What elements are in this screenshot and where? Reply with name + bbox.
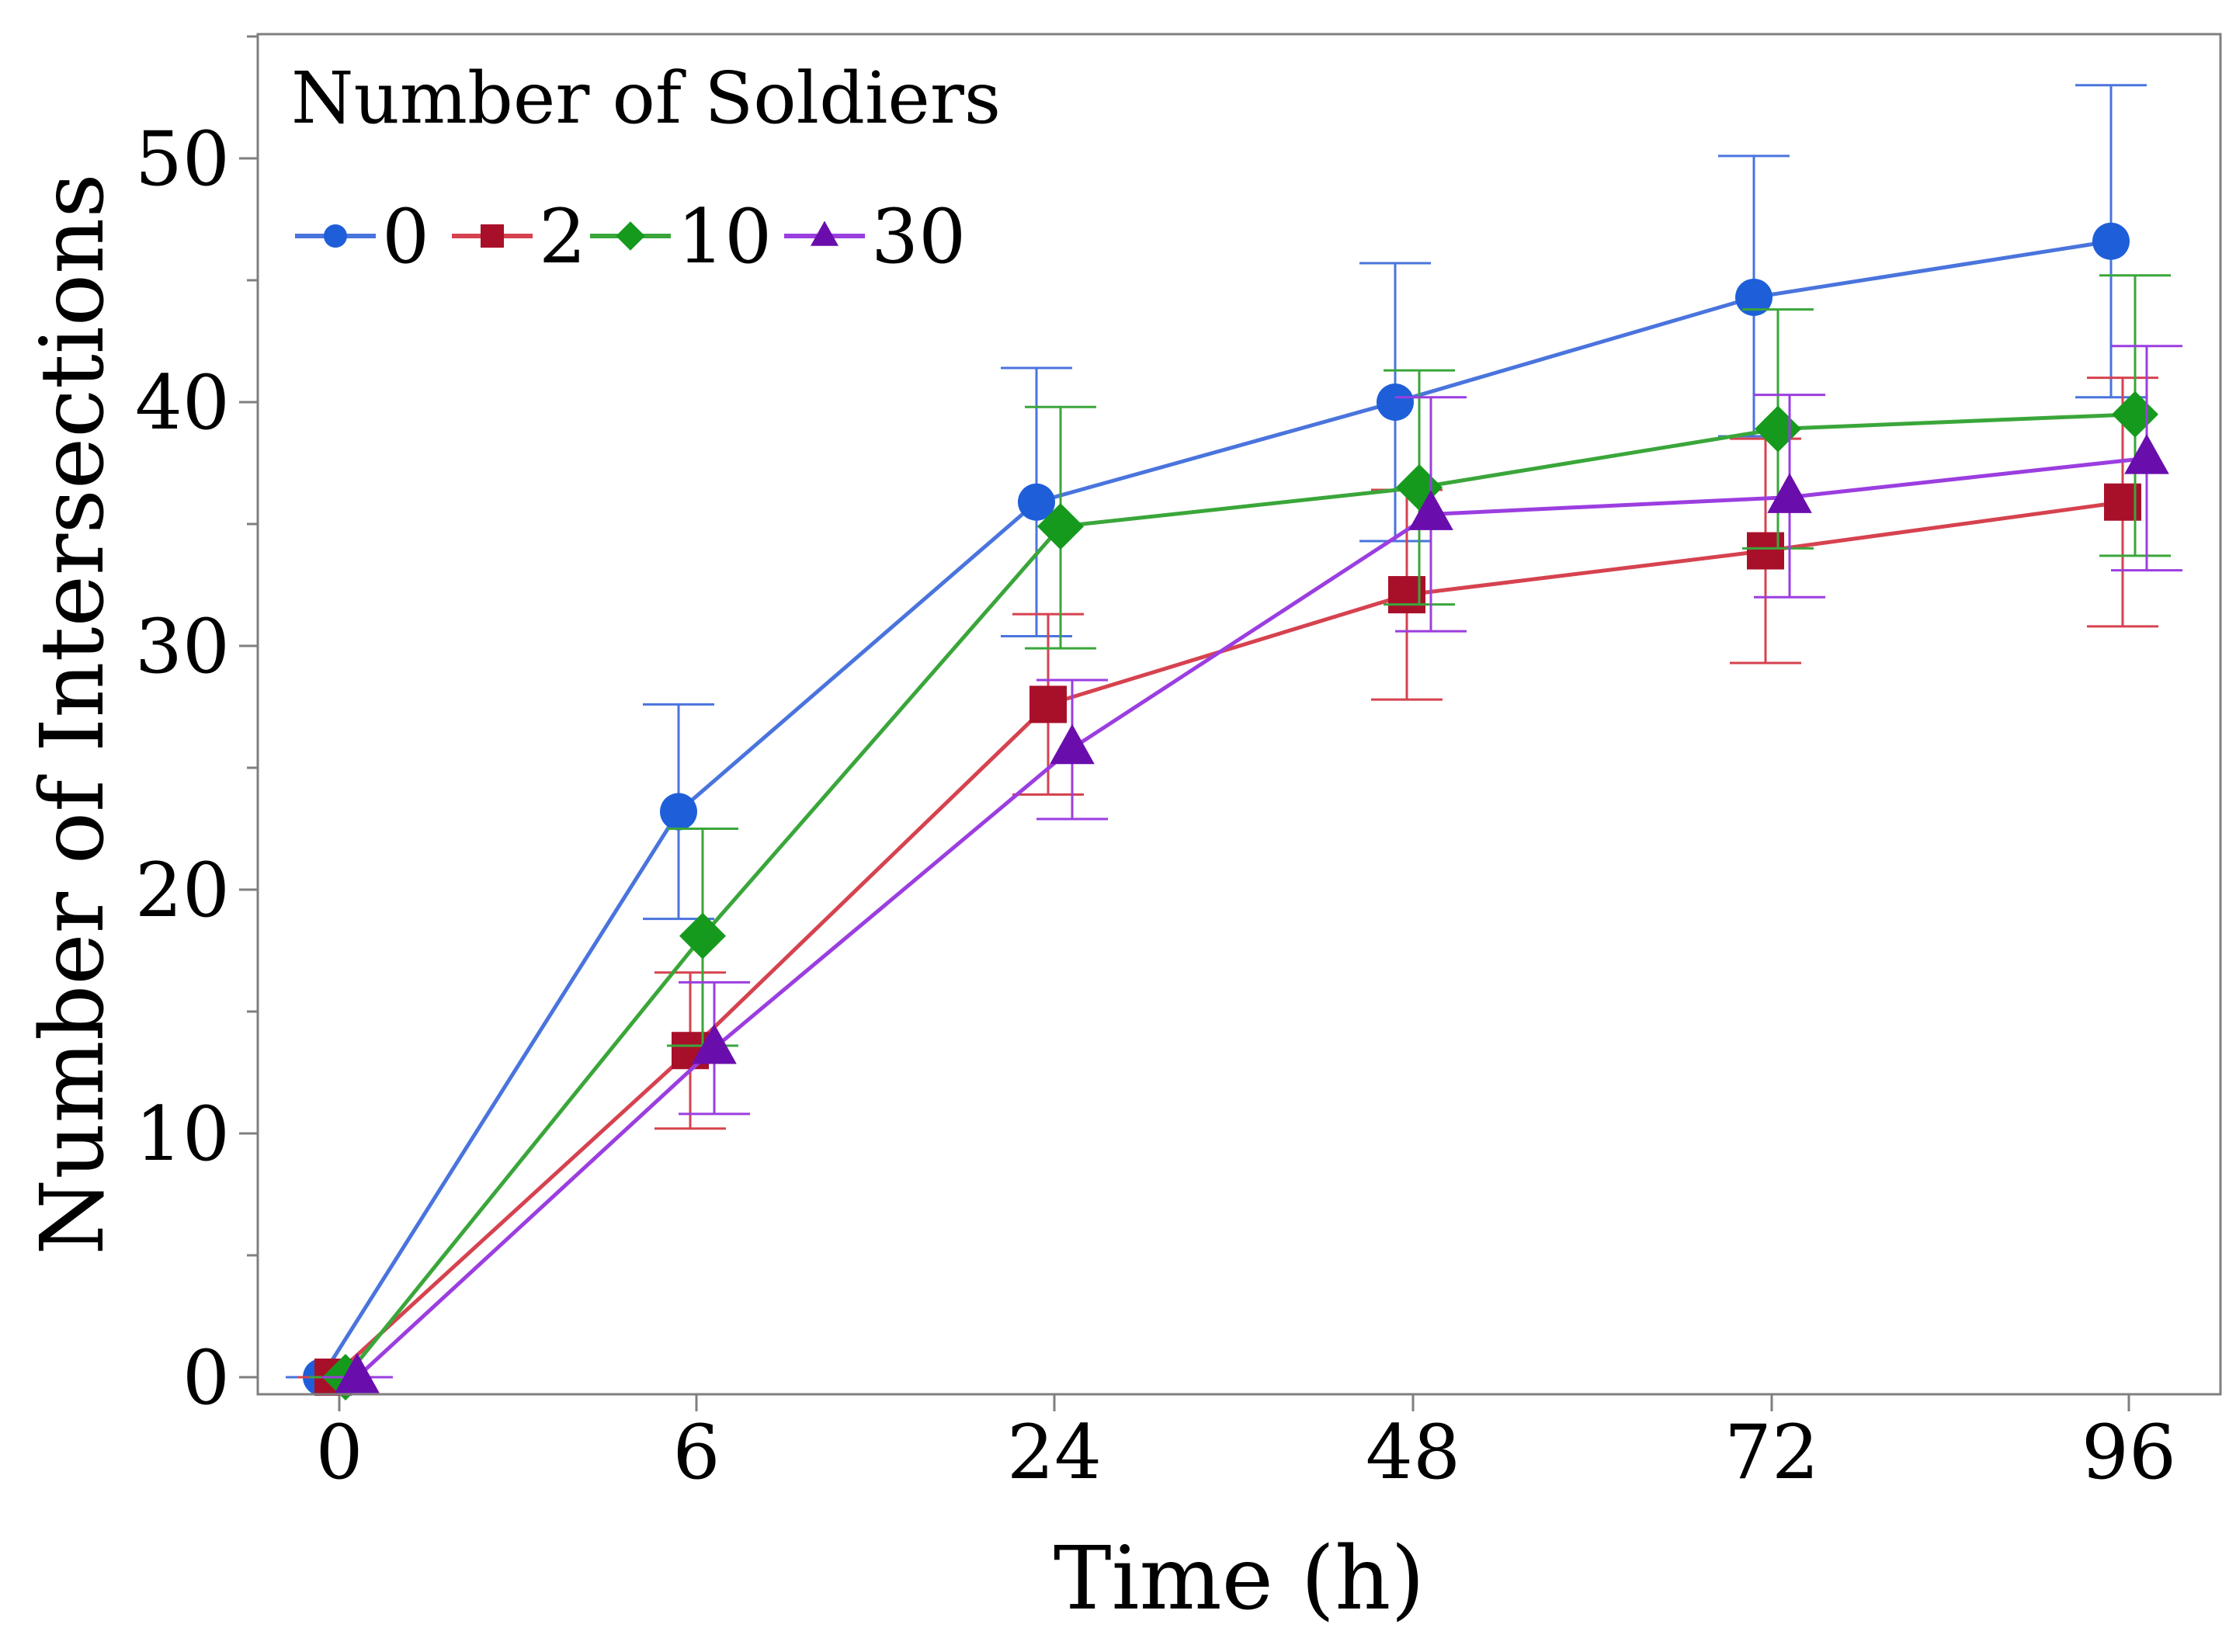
data-point bbox=[2124, 434, 2169, 474]
series-line bbox=[356, 456, 2147, 1379]
data-point bbox=[1735, 278, 1772, 316]
data-point bbox=[1018, 483, 1055, 521]
legend-marker bbox=[811, 220, 838, 246]
legend-entry-0: 0 bbox=[295, 193, 429, 280]
legend-entry-30: 30 bbox=[784, 193, 966, 280]
data-point bbox=[1037, 503, 1084, 550]
series-line bbox=[344, 412, 2136, 1379]
legend-title: Number of Soldiers bbox=[291, 57, 1001, 140]
y-tick-label: 20 bbox=[135, 847, 230, 934]
data-point bbox=[335, 1352, 380, 1393]
data-point bbox=[2092, 222, 2130, 260]
x-tick-label: 72 bbox=[1724, 1409, 1819, 1496]
legend-label: 0 bbox=[382, 193, 429, 280]
x-tick-label: 6 bbox=[672, 1409, 720, 1496]
legend-label: 2 bbox=[539, 193, 586, 280]
plot-frame bbox=[256, 33, 2222, 1396]
y-tick-label: 30 bbox=[135, 603, 230, 690]
y-tick-label: 10 bbox=[135, 1091, 230, 1178]
legend-label: 30 bbox=[871, 193, 966, 280]
data-point bbox=[1767, 473, 1812, 513]
legend-label: 10 bbox=[677, 193, 772, 280]
data-point bbox=[1408, 490, 1453, 530]
x-tick-label: 24 bbox=[1007, 1409, 1102, 1496]
y-tick-label: 40 bbox=[135, 359, 230, 446]
data-point bbox=[679, 912, 726, 960]
series-layer bbox=[286, 84, 2182, 1400]
series-0 bbox=[286, 84, 2147, 1396]
legend: Number of Soldiers 0 2 10 30 bbox=[291, 57, 1001, 280]
series-line bbox=[332, 500, 2123, 1379]
series-30 bbox=[321, 345, 2182, 1393]
data-point bbox=[660, 793, 697, 831]
data-point bbox=[1029, 685, 1067, 724]
data-point bbox=[692, 1023, 737, 1064]
x-axis-label: Time (h) bbox=[1054, 1529, 1425, 1629]
y-axis-label: Number of Intersections bbox=[23, 173, 123, 1255]
series-line bbox=[319, 239, 2112, 1379]
x-tick-label: 0 bbox=[315, 1409, 363, 1496]
legend-marker bbox=[324, 224, 347, 248]
data-point bbox=[1377, 384, 1414, 421]
x-tick-label: 48 bbox=[1366, 1409, 1460, 1496]
legend-marker bbox=[481, 224, 504, 248]
legend-entry-10: 10 bbox=[590, 193, 772, 280]
y-tick-label: 0 bbox=[182, 1334, 230, 1421]
legend-marker bbox=[616, 221, 645, 251]
x-tick-label: 96 bbox=[2081, 1409, 2176, 1496]
data-point bbox=[1050, 724, 1095, 765]
legend-entry-2: 2 bbox=[452, 193, 586, 280]
y-tick-label: 50 bbox=[135, 116, 230, 203]
